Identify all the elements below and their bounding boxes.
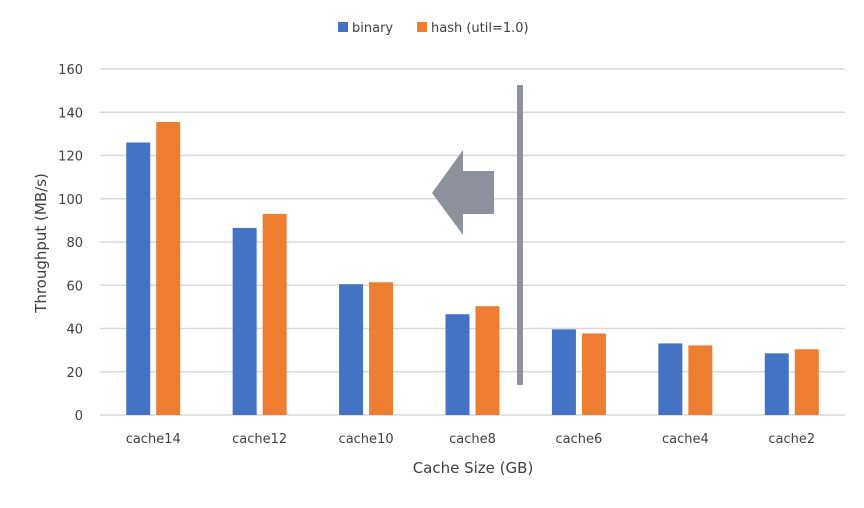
- divider-line: [517, 85, 523, 385]
- bar-hash-cache12: [262, 213, 287, 415]
- bar-binary-cache6: [551, 329, 576, 415]
- bar-hash-cache4: [688, 345, 713, 415]
- bar-binary-cache2: [764, 353, 789, 415]
- x-tick-label: cache8: [449, 432, 496, 447]
- bar-binary-cache12: [232, 227, 257, 415]
- x-tick-label: cache4: [662, 432, 709, 447]
- left-arrow-icon: [432, 150, 494, 235]
- bar-hash-cache6: [581, 333, 606, 415]
- x-tick-label: cache6: [556, 432, 603, 447]
- x-tick-label: cache14: [126, 432, 181, 447]
- y-tick-label: 120: [58, 150, 83, 165]
- bar-binary-cache4: [658, 343, 683, 415]
- legend-label: binary: [352, 21, 393, 36]
- gridlines: [100, 68, 845, 416]
- x-tick-labels: cache14 cache12 cache10 cache8 cache6 cache4 c…: [126, 432, 815, 447]
- x-tick-label: cache12: [232, 432, 287, 447]
- legend-label: hash (util=1.0): [431, 21, 529, 36]
- bar-binary-cache14: [126, 142, 151, 415]
- y-tick-label: 40: [66, 323, 83, 338]
- y-tick-label: 160: [58, 63, 83, 78]
- x-tick-label: cache2: [768, 432, 815, 447]
- x-tick-label: cache10: [339, 432, 394, 447]
- bar-binary-cache10: [339, 284, 364, 415]
- y-tick-label: 0: [75, 409, 83, 424]
- bar-binary-cache8: [445, 314, 470, 415]
- bar-hash-cache14: [156, 121, 181, 415]
- bar-hash-cache10: [369, 282, 394, 415]
- legend-swatch: [417, 22, 427, 32]
- legend: binary hash (util=1.0): [338, 21, 529, 36]
- y-tick-labels: 0 20 40 60 80 100 120 140 160: [58, 63, 83, 424]
- y-axis-title: Throughput (MB/s): [32, 173, 50, 314]
- y-tick-label: 80: [66, 236, 83, 251]
- y-tick-label: 60: [66, 279, 83, 294]
- bar-hash-cache8: [475, 306, 500, 415]
- x-axis-title: Cache Size (GB): [413, 459, 534, 477]
- bar-hash-cache2: [794, 349, 819, 415]
- y-tick-label: 20: [66, 366, 83, 381]
- y-tick-label: 100: [58, 193, 83, 208]
- legend-swatch: [338, 22, 348, 32]
- bars: [126, 121, 819, 415]
- y-tick-label: 140: [58, 106, 83, 121]
